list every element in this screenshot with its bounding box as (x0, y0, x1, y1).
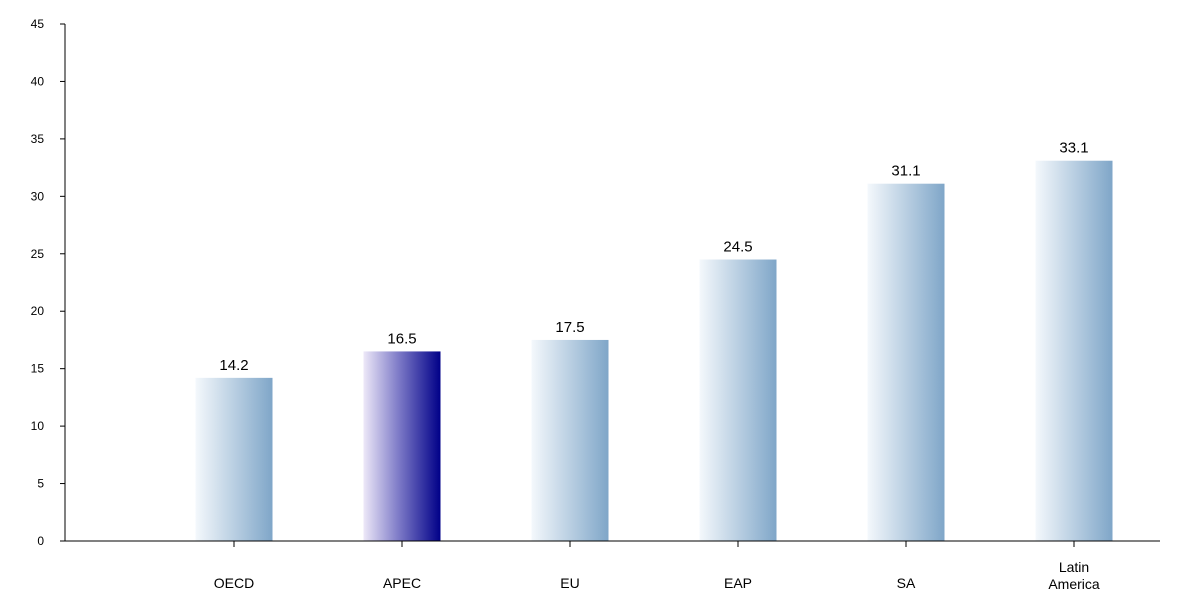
x-tick-label: SA (897, 575, 916, 591)
bar (195, 377, 273, 541)
bar (363, 351, 441, 541)
data-label: 17.5 (555, 319, 584, 336)
y-tick-label: 15 (31, 362, 45, 376)
x-tick-label: APEC (383, 575, 421, 591)
y-tick-label: 0 (37, 534, 44, 548)
y-tick-label: 10 (31, 419, 45, 433)
y-tick-label: 35 (31, 132, 45, 146)
data-label: 16.5 (387, 330, 416, 347)
x-tick-label: Latin America (1048, 559, 1100, 592)
data-label: 33.1 (1059, 140, 1088, 157)
y-tick-label: 40 (31, 74, 45, 88)
data-labels: 14.2 16.5 17.5 24.5 31.1 33.1 (219, 140, 1088, 374)
y-tick-label: 30 (31, 189, 45, 203)
y-tick-label: 5 (37, 477, 44, 491)
x-tick-label: EAP (724, 575, 752, 591)
bar (867, 183, 945, 541)
x-tick-label: OECD (214, 575, 254, 591)
y-tick-label: 25 (31, 247, 45, 261)
x-tick-label: EU (560, 575, 579, 591)
data-label: 24.5 (723, 239, 752, 256)
bar (699, 259, 777, 541)
x-axis-labels: OECD APEC EU EAP SA Latin America (214, 541, 1100, 592)
bar (1035, 160, 1113, 541)
data-label: 14.2 (219, 357, 248, 374)
bars (195, 160, 1113, 541)
y-axis-ticks: 0 5 10 15 20 25 30 35 40 45 (31, 17, 65, 548)
y-tick-label: 45 (31, 17, 45, 31)
data-label: 31.1 (891, 163, 920, 180)
bar (531, 339, 609, 541)
y-tick-label: 20 (31, 304, 45, 318)
